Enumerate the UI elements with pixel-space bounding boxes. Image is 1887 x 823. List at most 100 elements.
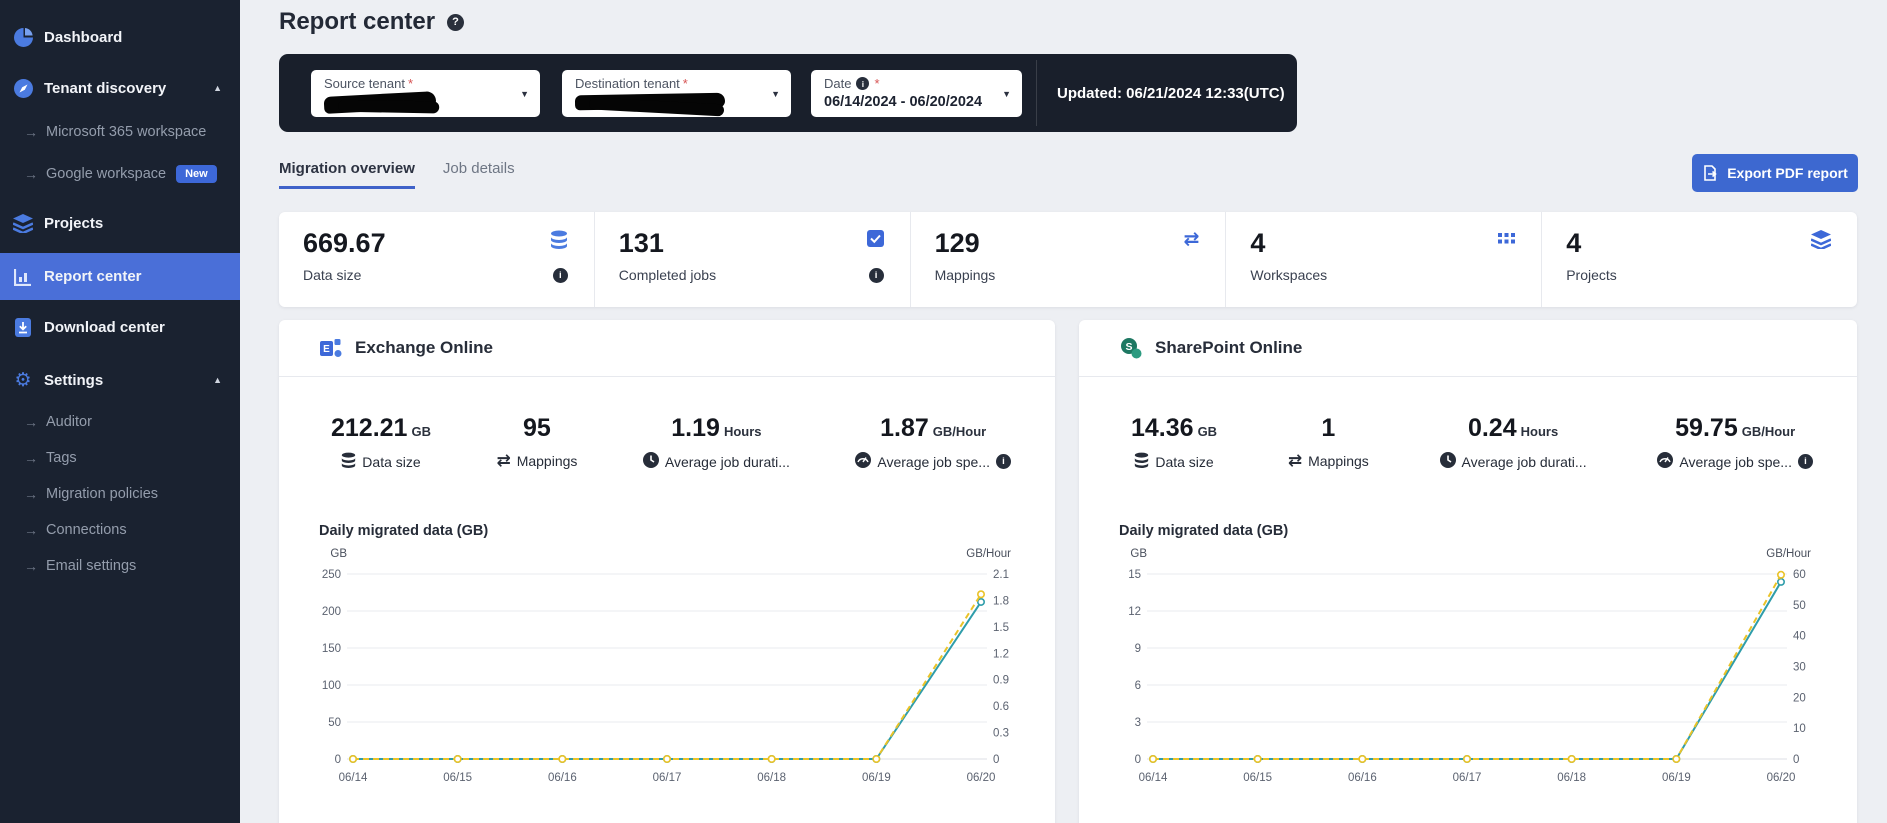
stat-value: 131 [618, 228, 664, 258]
arrow-right-icon: → [24, 124, 38, 140]
chevron-up-icon: ▲ [213, 83, 222, 93]
svg-text:0: 0 [335, 754, 341, 766]
layers-icon [1810, 230, 1832, 254]
destination-tenant-dropdown[interactable]: Destination tenant * ▼ [562, 70, 791, 117]
svg-text:GB: GB [330, 548, 347, 560]
sidebar-item-settings[interactable]: ⚙ Settings ▲ [0, 358, 240, 402]
svg-text:3: 3 [1135, 717, 1141, 729]
sidebar-item-download-center[interactable]: Download center [0, 305, 240, 349]
required-asterisk: * [874, 76, 880, 91]
svg-text:0: 0 [1793, 754, 1799, 766]
sidebar-item-report-center[interactable]: Report center [0, 253, 240, 300]
sidebar-item-google-workspace[interactable]: → Google workspace New [0, 154, 240, 194]
required-asterisk: * [682, 76, 688, 91]
stat-workspaces: 4 Workspaces [1225, 212, 1541, 307]
sidebar-item-label: Download center [44, 318, 165, 336]
svg-text:1.2: 1.2 [993, 648, 1009, 660]
svg-text:200: 200 [322, 606, 341, 618]
stat-label: Completed jobs [618, 266, 717, 283]
svg-text:0.6: 0.6 [993, 701, 1009, 713]
svg-text:1.8: 1.8 [993, 595, 1009, 607]
tab-job-details[interactable]: Job details [442, 160, 515, 177]
chevron-down-icon: ▼ [520, 89, 529, 99]
card-stat-avg-job-speed: 1.87 GB/Hour Average job spe... i [855, 414, 1011, 472]
card-header: S SharePoint Online [1079, 320, 1857, 377]
filter-bar: Source tenant * ▼ Destination tenant * ▼ D… [279, 54, 1297, 132]
service-cards-row: E Exchange Online 212.21 GB Data size 95 [279, 320, 1857, 823]
card-title: SharePoint Online [1155, 338, 1303, 357]
svg-text:2.1: 2.1 [993, 569, 1009, 581]
sidebar-item-tenant-discovery[interactable]: Tenant discovery ▲ [0, 66, 240, 110]
svg-text:06/18: 06/18 [757, 772, 786, 784]
source-tenant-dropdown[interactable]: Source tenant * ▼ [311, 70, 540, 117]
exchange-online-card: E Exchange Online 212.21 GB Data size 95 [279, 320, 1055, 823]
svg-text:06/17: 06/17 [653, 772, 682, 784]
download-file-icon [10, 317, 36, 337]
svg-text:GB/Hour: GB/Hour [1766, 548, 1811, 560]
main-content: Report center ? Source tenant * ▼ Destina… [240, 0, 1887, 823]
sidebar-item-auditor[interactable]: → Auditor [0, 404, 240, 440]
svg-text:30: 30 [1793, 662, 1806, 674]
sidebar-item-label: Dashboard [44, 28, 123, 46]
sidebar-subitem-label: Connections [46, 522, 127, 538]
speedometer-icon [1657, 452, 1674, 471]
svg-text:06/14: 06/14 [1139, 772, 1168, 784]
card-stat-mappings: 1 ⇄ Mappings [1287, 414, 1369, 470]
sidebar-subitem-label: Migration policies [46, 486, 159, 502]
svg-text:S: S [1125, 340, 1132, 352]
svg-text:6: 6 [1135, 680, 1141, 692]
info-icon[interactable]: i [1797, 454, 1813, 469]
sidebar-subitem-label: Microsoft 365 workspace [46, 124, 207, 140]
svg-text:06/15: 06/15 [1243, 772, 1272, 784]
stat-data-size: 669.67 Data size i [279, 212, 594, 307]
info-icon[interactable]: i [868, 268, 884, 283]
new-badge: New [176, 165, 217, 183]
info-icon[interactable]: i [856, 77, 870, 90]
svg-text:9: 9 [1135, 643, 1141, 655]
sidebar-item-projects[interactable]: Projects [0, 201, 240, 245]
svg-text:0: 0 [1135, 754, 1141, 766]
export-pdf-report-button[interactable]: Export PDF report [1692, 154, 1858, 192]
svg-text:1.5: 1.5 [993, 622, 1009, 634]
sidebar-item-microsoft-365-workspace[interactable]: → Microsoft 365 workspace [0, 112, 240, 152]
stat-value: 4 [1250, 228, 1266, 258]
stat-value: 669.67 [303, 228, 386, 258]
card-header: E Exchange Online [279, 320, 1055, 377]
svg-text:06/16: 06/16 [1348, 772, 1377, 784]
chevron-down-icon: ▼ [771, 89, 780, 99]
stat-value: 4 [1566, 228, 1582, 258]
sidebar-item-connections[interactable]: → Connections [0, 512, 240, 548]
sidebar-item-migration-policies[interactable]: → Migration policies [0, 476, 240, 512]
svg-text:12: 12 [1128, 606, 1141, 618]
sidebar: Dashboard Tenant discovery ▲ → Microsoft… [0, 0, 240, 823]
stat-completed-jobs: 131 Completed jobs i [593, 212, 910, 307]
stat-label: Projects [1566, 266, 1617, 283]
svg-text:06/20: 06/20 [1767, 772, 1796, 784]
card-stat-avg-job-duration: 1.19 Hours Average job durati... [642, 414, 790, 472]
svg-text:10: 10 [1793, 723, 1806, 735]
checkbox-icon [866, 230, 884, 252]
help-icon[interactable]: ? [447, 13, 465, 31]
clock-icon [1439, 452, 1456, 471]
arrow-right-icon: → [24, 558, 38, 574]
svg-text:06/17: 06/17 [1453, 772, 1482, 784]
daily-migrated-data-chart: 0 3 6 9 12 15 0 10 20 30 40 50 60 GB GB/Hour 06/14 06/15… [1079, 547, 1857, 787]
redacted-source-tenant-value [323, 91, 437, 114]
sidebar-item-tags[interactable]: → Tags [0, 440, 240, 476]
info-icon[interactable]: i [995, 454, 1011, 469]
svg-text:0.3: 0.3 [993, 728, 1009, 740]
sharepoint-online-card: S SharePoint Online 14.36 GB Data size 1 [1079, 320, 1857, 823]
svg-text:150: 150 [322, 643, 341, 655]
card-title: Exchange Online [355, 338, 493, 357]
svg-text:E: E [323, 344, 330, 355]
sidebar-item-email-settings[interactable]: → Email settings [0, 548, 240, 584]
svg-text:06/20: 06/20 [967, 772, 996, 784]
exchange-online-icon: E [319, 337, 342, 360]
svg-text:0.9: 0.9 [993, 675, 1009, 687]
info-icon[interactable]: i [552, 268, 568, 283]
date-range-dropdown[interactable]: Date i * 06/14/2024 - 06/20/2024 ▼ [811, 70, 1022, 117]
tab-migration-overview[interactable]: Migration overview [279, 160, 415, 189]
page-title: Report center [279, 8, 436, 35]
sidebar-item-dashboard[interactable]: Dashboard [0, 15, 240, 59]
